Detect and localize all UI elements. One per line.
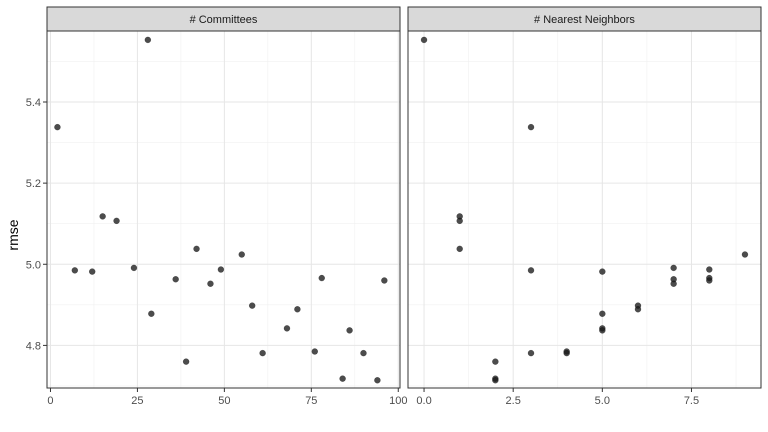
data-point (492, 358, 499, 365)
data-point (54, 123, 61, 131)
data-point (706, 277, 713, 284)
x-tick-label: 75 (305, 395, 317, 407)
data-point (563, 349, 570, 357)
x-tick-label: 100 (389, 395, 407, 407)
x-tick-label: 25 (131, 395, 143, 407)
data-point (207, 280, 214, 287)
facet-strip-label: # Committees (190, 14, 258, 26)
data-point (318, 274, 325, 282)
data-point (456, 217, 463, 225)
data-point (193, 245, 200, 253)
data-point (670, 264, 677, 272)
x-tick-label: 7.5 (684, 395, 699, 407)
y-tick-label: 5.2 (26, 178, 41, 190)
data-point (248, 302, 256, 309)
y-tick-label: 4.8 (26, 340, 41, 352)
data-point (527, 267, 535, 274)
data-point (71, 267, 79, 274)
x-tick-label: 5.0 (595, 395, 610, 407)
data-point (527, 123, 535, 131)
data-point (217, 266, 225, 273)
data-point (492, 377, 499, 384)
data-point (599, 327, 606, 334)
y-tick-label: 5.0 (26, 259, 41, 271)
y-tick-label: 5.4 (26, 97, 41, 109)
data-point (89, 268, 96, 275)
data-point (456, 245, 463, 253)
panel-committees: # Committees 0 25 50 75 100 (46, 6, 407, 407)
data-point (670, 280, 677, 287)
data-point (374, 377, 381, 384)
data-point (238, 251, 245, 258)
data-point (130, 264, 138, 272)
data-point (182, 358, 190, 365)
x-tick-label: 0 (47, 395, 53, 407)
data-point (741, 251, 749, 258)
data-point (599, 268, 606, 275)
data-point (527, 349, 535, 357)
panel-background (47, 31, 400, 388)
data-point (172, 276, 179, 283)
facet-strip-label: # Nearest Neighbors (534, 14, 635, 26)
panel-border (407, 30, 762, 389)
data-point (259, 349, 266, 357)
data-point (339, 375, 346, 382)
data-point (144, 36, 152, 44)
data-point (311, 348, 318, 355)
data-point (113, 217, 120, 225)
x-tick-label: 50 (218, 395, 230, 407)
y-axis: 4.8 5.0 5.2 5.4 (26, 97, 47, 352)
panel-background (408, 31, 761, 388)
y-axis-title: rmse (5, 219, 21, 250)
data-point (360, 349, 367, 357)
x-tick-label: 0.0 (416, 395, 431, 407)
data-point (148, 310, 155, 317)
facet-strip (46, 6, 401, 32)
panel-border (46, 30, 401, 389)
data-point (706, 266, 713, 273)
data-point (294, 306, 301, 313)
data-point (346, 327, 353, 334)
data-point (381, 277, 388, 284)
data-point (599, 310, 606, 317)
data-point (420, 36, 428, 44)
data-point (283, 325, 291, 332)
facet-strip (407, 6, 762, 32)
panel-nearest-neighbors: # Nearest Neighbors 0.0 2.5 5.0 7.5 (407, 6, 762, 407)
data-point (99, 213, 106, 220)
data-point (634, 306, 642, 313)
x-tick-label: 2.5 (506, 395, 521, 407)
